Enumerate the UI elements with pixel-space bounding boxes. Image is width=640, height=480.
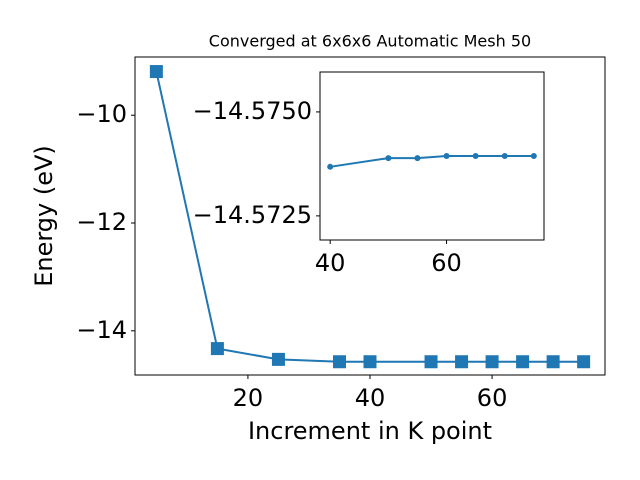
x-tick-label: 60 — [477, 384, 508, 412]
marker — [501, 153, 508, 159]
marker — [363, 355, 377, 369]
marker — [516, 355, 530, 369]
marker — [149, 65, 163, 79]
x-tick-label: 60 — [431, 249, 462, 277]
x-tick-label: 20 — [233, 384, 264, 412]
marker — [530, 153, 537, 159]
y-tick-label: −14.5725 — [193, 201, 312, 229]
marker — [414, 155, 421, 162]
y-tick-label: −14 — [76, 316, 127, 344]
x-tick-label: 40 — [315, 249, 346, 277]
chart-title: Converged at 6x6x6 Automatic Mesh 50 — [209, 32, 531, 51]
x-axis-label: Increment in K point — [248, 417, 492, 445]
marker — [455, 355, 469, 369]
y-axis-label: Energy (eV) — [30, 145, 58, 287]
marker — [485, 355, 499, 369]
marker — [210, 342, 224, 356]
marker — [332, 355, 346, 369]
marker — [443, 153, 450, 159]
marker — [424, 355, 438, 369]
y-tick-label: −12 — [76, 208, 127, 236]
y-tick-label: −10 — [76, 100, 127, 128]
marker — [472, 153, 479, 159]
marker — [271, 352, 285, 366]
marker — [546, 355, 560, 369]
marker — [327, 163, 334, 170]
x-tick-label: 40 — [355, 384, 386, 412]
marker — [385, 155, 392, 162]
y-tick-label: −14.5750 — [193, 97, 312, 125]
marker — [577, 355, 591, 369]
